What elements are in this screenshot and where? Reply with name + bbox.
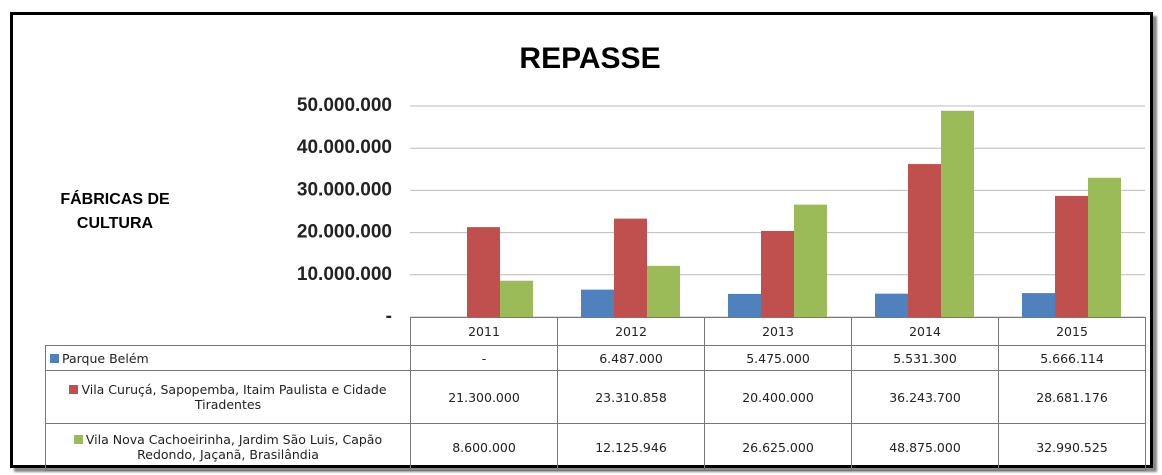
corner (45, 317, 411, 346)
value-cell: 28.681.176 (998, 370, 1146, 424)
bar (908, 164, 941, 317)
y-tick-label: - (386, 306, 392, 327)
legend-label: Vila Nova Cachoeirinha, Jardim São Luis,… (85, 432, 383, 462)
y-tick-label: 40.000.000 (297, 137, 392, 158)
bar (500, 280, 533, 317)
bar (875, 293, 908, 317)
bar (728, 293, 761, 317)
x-tick-label: 2013 (704, 317, 852, 346)
data-row: Vila Nova Cachoeirinha, Jardim São Luis,… (45, 423, 1146, 471)
header-row: 2011 2012 2013 2014 2015 (45, 317, 1146, 346)
bar (941, 110, 974, 317)
y-tick-label: 30.000.000 (297, 179, 392, 200)
bar (614, 218, 647, 317)
x-tick-label: 2011 (410, 317, 558, 346)
value-cell: 8.600.000 (410, 423, 558, 471)
value-cell: 21.300.000 (410, 370, 558, 424)
legend-cell: Parque Belém (45, 345, 411, 371)
bar (1055, 195, 1088, 317)
value-cell: - (410, 345, 558, 371)
bar (581, 289, 614, 317)
y-tick-label: 10.000.000 (297, 264, 392, 285)
value-cell: 48.875.000 (851, 423, 999, 471)
legend-swatch (73, 435, 83, 444)
x-tick-label: 2014 (851, 317, 999, 346)
legend-swatch (50, 353, 59, 363)
value-cell: 23.310.858 (557, 370, 705, 424)
bar (1088, 177, 1121, 317)
data-row: Parque Belém -6.487.000 5.475.000 5.531.300… (45, 345, 1146, 371)
data-row: Vila Curuçá, Sapopemba, Itaim Paulista e… (45, 370, 1146, 424)
bar (794, 204, 827, 317)
data-table: 2011 2012 2013 2014 2015 Parque Belém -6.487.0… (45, 317, 1146, 471)
legend-cell: Vila Nova Cachoeirinha, Jardim São Luis,… (45, 423, 411, 471)
bar (467, 227, 500, 317)
legend-label: Parque Belém (62, 350, 149, 366)
chart-title: REPASSE (519, 42, 660, 75)
bar (1022, 293, 1055, 317)
value-cell: 5.475.000 (704, 345, 852, 371)
x-tick-label: 2015 (998, 317, 1146, 346)
y-axis-label: FÁBRICAS DE CULTURA (60, 191, 170, 232)
bar (761, 230, 794, 317)
legend-swatch (69, 385, 79, 394)
legend-label: Vila Curuçá, Sapopemba, Itaim Paulista e… (81, 382, 387, 412)
value-cell: 6.487.000 (557, 345, 705, 371)
value-cell: 36.243.700 (851, 370, 999, 424)
y-tick-label: 20.000.000 (297, 222, 392, 243)
x-tick-label: 2012 (557, 317, 705, 346)
value-cell: 5.531.300 (851, 345, 999, 371)
value-cell: 26.625.000 (704, 423, 852, 471)
value-cell: 5.666.114 (998, 345, 1146, 371)
legend-cell: Vila Curuçá, Sapopemba, Itaim Paulista e… (45, 370, 411, 424)
value-cell: 32.990.525 (998, 423, 1146, 471)
value-cell: 12.125.946 (557, 423, 705, 471)
y-tick-label: 50.000.000 (297, 95, 392, 116)
bar (647, 265, 680, 317)
value-cell: 20.400.000 (704, 370, 852, 424)
